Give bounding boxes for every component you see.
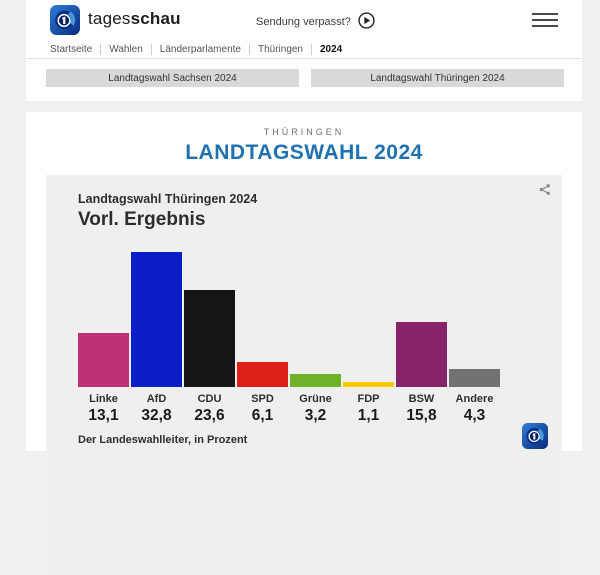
chart-subtitle: Vorl. Ergebnis [78, 209, 206, 230]
main-section: THÜRINGEN LANDTAGSWAHL 2024 Landtagswahl… [26, 112, 582, 575]
header-section: tagesschau Sendung verpasst? Startseite … [26, 0, 582, 101]
tagesschau-globe-icon[interactable] [50, 5, 80, 35]
play-icon[interactable] [358, 12, 375, 32]
party-value: 4,3 [463, 407, 486, 424]
brand-wordmark[interactable]: tagesschau [88, 9, 181, 29]
party-label: AfD [146, 393, 167, 405]
bar-column-afd: AfD 32,8 [131, 247, 182, 425]
breadcrumb-separator [100, 43, 102, 55]
section-gap [26, 101, 582, 112]
party-value: 6,1 [251, 407, 274, 424]
bar-column-fdp: FDP 1,1 [343, 247, 394, 425]
result-chart-card: Landtagswahl Thüringen 2024 Vorl. Ergebn… [46, 175, 562, 575]
party-label: BSW [408, 393, 435, 405]
breadcrumb: Startseite Wahlen Länderparlamente Thüri… [26, 40, 582, 59]
bar-chart: Linke 13,1 AfD 32,8 CDU 23,6 SPD 6,1 Grüne 3,2 FDP… [78, 247, 546, 425]
election-tabs: Landtagswahl Sachsen 2024 Landtagswahl T… [26, 59, 582, 101]
bar-bsw[interactable] [396, 322, 447, 387]
breadcrumb-startseite[interactable]: Startseite [50, 43, 93, 55]
chart-title: Landtagswahl Thüringen 2024 [78, 192, 258, 206]
bar-track [290, 247, 341, 387]
party-label: SPD [251, 393, 274, 405]
party-label: CDU [197, 393, 222, 405]
bar-track [237, 247, 288, 387]
bar-track [343, 247, 394, 387]
party-label: Andere [455, 393, 494, 405]
bar-grüne[interactable] [290, 374, 341, 387]
bar-spd[interactable] [237, 362, 288, 387]
party-value: 13,1 [88, 407, 119, 424]
bar-column-cdu: CDU 23,6 [184, 247, 235, 425]
bar-track [131, 247, 182, 387]
breadcrumb-laenderparlamente[interactable]: Länderparlamente [159, 43, 241, 55]
party-label: Linke [89, 393, 118, 405]
bar-linke[interactable] [78, 333, 129, 387]
bar-track [184, 247, 235, 387]
party-label: FDP [357, 393, 380, 405]
bar-column-bsw: BSW 15,8 [396, 247, 447, 425]
breadcrumb-separator [311, 43, 312, 55]
breadcrumb-thueringen[interactable]: Thüringen [257, 43, 303, 55]
bar-track [78, 247, 129, 387]
share-icon[interactable] [537, 182, 552, 202]
bar-fdp[interactable] [343, 382, 394, 387]
party-value: 32,8 [141, 407, 172, 424]
content-column: tagesschau Sendung verpasst? Startseite … [26, 0, 582, 575]
hamburger-menu-icon[interactable] [532, 13, 558, 28]
bar-column-spd: SPD 6,1 [237, 247, 288, 425]
bar-track [449, 247, 500, 387]
brand-regular: tages [88, 9, 131, 28]
party-value: 3,2 [304, 407, 327, 424]
top-bar: tagesschau Sendung verpasst? [26, 0, 582, 40]
bar-cdu[interactable] [184, 290, 235, 387]
party-value: 15,8 [406, 407, 437, 424]
sendung-verpasst-label: Sendung verpasst? [256, 16, 351, 28]
sendung-verpasst-link[interactable]: Sendung verpasst? [256, 12, 375, 32]
bar-afd[interactable] [131, 252, 182, 387]
breadcrumb-wahlen[interactable]: Wahlen [109, 43, 143, 55]
breadcrumb-2024[interactable]: 2024 [320, 43, 343, 55]
bar-column-linke: Linke 13,1 [78, 247, 129, 425]
bar-column-grüne: Grüne 3,2 [290, 247, 341, 425]
bar-andere[interactable] [449, 369, 500, 387]
chart-source: Der Landeswahlleiter, in Prozent [78, 434, 248, 446]
breadcrumb-separator [248, 43, 250, 55]
party-label: Grüne [299, 393, 332, 405]
breadcrumb-separator [150, 43, 152, 55]
party-value: 1,1 [357, 407, 380, 424]
bar-track [396, 247, 447, 387]
ard-globe-icon [522, 423, 548, 449]
tab-landtagswahl-thueringen-2024[interactable]: Landtagswahl Thüringen 2024 [311, 69, 564, 87]
brand-bold: schau [130, 9, 181, 28]
page-title: LANDTAGSWAHL 2024 [185, 141, 423, 164]
section-kicker: THÜRINGEN [263, 127, 345, 137]
party-value: 23,6 [194, 407, 225, 424]
tab-landtagswahl-sachsen-2024[interactable]: Landtagswahl Sachsen 2024 [46, 69, 299, 87]
bar-column-andere: Andere 4,3 [449, 247, 500, 425]
